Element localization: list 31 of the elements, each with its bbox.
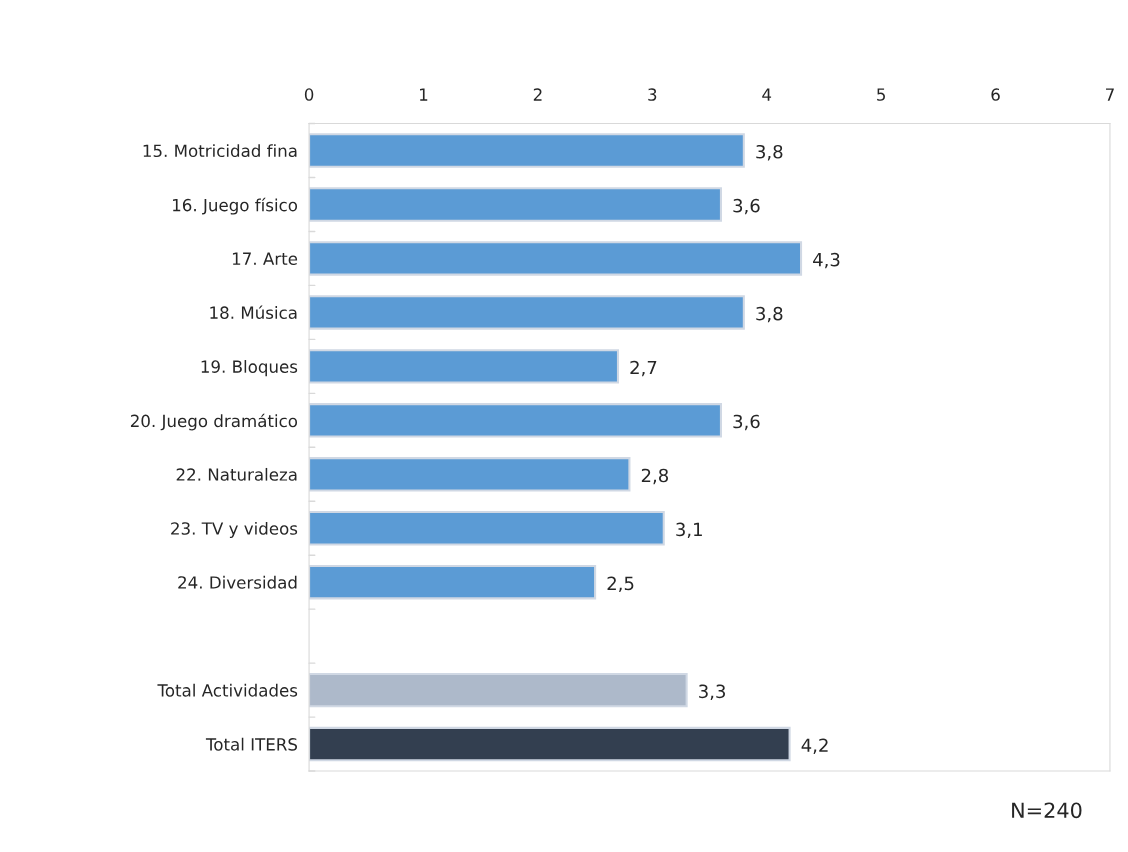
- y-tick-label: Total Actividades: [157, 683, 298, 697]
- y-tick-label: 15. Motricidad fina: [143, 144, 297, 158]
- x-tick-label: 7: [1106, 88, 1114, 101]
- x-tick-label: 0: [304, 88, 314, 101]
- y-tick-label: 17. Arte: [232, 252, 298, 266]
- data-label: 3,8: [756, 144, 783, 161]
- x-tick-label: 4: [762, 88, 772, 101]
- data-label: 2,5: [607, 576, 634, 593]
- data-label: 4,2: [801, 738, 828, 754]
- data-label: 2,8: [641, 468, 669, 485]
- text: N=240: [1012, 802, 1082, 819]
- y-tick-label: 20. Juego dramático: [130, 413, 298, 431]
- y-tick-label: 16. Juego físico: [173, 197, 298, 215]
- x-tick-label: 3: [648, 88, 657, 101]
- data-label: 3,6: [733, 414, 760, 431]
- y-tick-label: Total ITERS: [205, 737, 298, 751]
- data-label: 2,7: [630, 360, 657, 377]
- x-tick-label: 6: [991, 88, 1000, 101]
- data-label: 3,6: [733, 198, 760, 215]
- x-tick-label: 1: [420, 88, 428, 101]
- y-tick-label: 19. Bloques: [201, 360, 298, 377]
- data-label: 3,8: [756, 306, 783, 323]
- y-tick-label: 23. TV y videos: [171, 521, 298, 539]
- data-label: 3,1: [676, 522, 702, 539]
- y-tick-label: 22. Naturaleza: [176, 467, 297, 481]
- x-tick-label: 5: [877, 88, 885, 101]
- data-label: 4,3: [813, 252, 840, 269]
- data-label: 3,3: [699, 684, 726, 700]
- y-tick-label: 24. Diversidad: [178, 575, 297, 589]
- y-tick-label: 18. Música: [210, 305, 297, 319]
- x-tick-label: 2: [533, 88, 542, 101]
